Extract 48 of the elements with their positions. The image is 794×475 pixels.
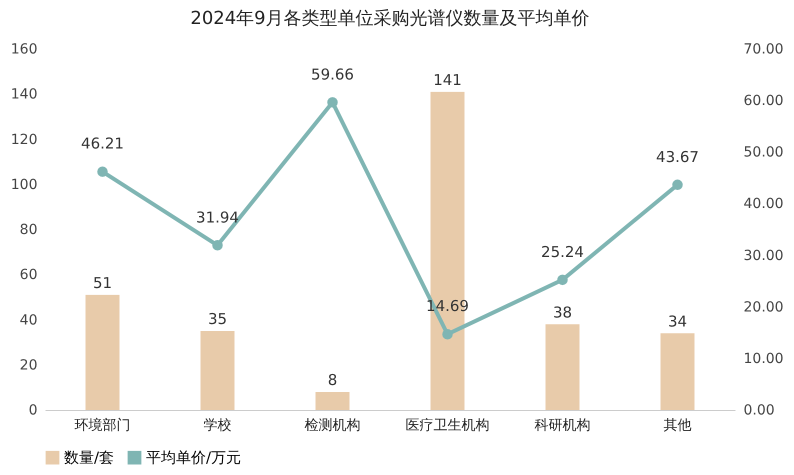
chart-title: 2024年9月各类型单位采购光谱仪数量及平均单价 — [190, 8, 590, 29]
point — [672, 180, 683, 190]
data-label: 38 — [552, 303, 572, 322]
y-tick-label: 40 — [20, 312, 38, 328]
data-label: 34 — [668, 312, 688, 330]
y-tick-label: 160 — [10, 42, 38, 58]
point — [212, 240, 223, 251]
data-label: 35 — [208, 310, 228, 328]
y2-tick-label: 20.00 — [744, 299, 784, 316]
bar — [546, 324, 580, 410]
y-tick-label: 140 — [10, 86, 38, 103]
y2-tick-label: 30.00 — [744, 248, 784, 264]
point — [327, 97, 338, 108]
x-tick-label: 环境部门 — [74, 418, 130, 434]
y-tick-label: 80 — [20, 222, 38, 238]
legend-label: 数量/套 — [64, 448, 114, 467]
y2-tick-label: 0.00 — [744, 402, 775, 418]
point — [442, 329, 453, 340]
data-label: 31.94 — [196, 208, 239, 226]
y2-tick-label: 70.00 — [744, 42, 784, 58]
x-tick-label: 医疗卫生机构 — [406, 418, 490, 434]
data-label: 8 — [328, 370, 338, 389]
data-label: 46.21 — [81, 134, 124, 153]
y2-tick-label: 50.00 — [744, 144, 784, 161]
data-label: 25.24 — [541, 242, 584, 261]
y-tick-label: 20 — [20, 357, 38, 374]
data-label: 141 — [433, 70, 462, 89]
bar — [200, 331, 234, 410]
x-tick-label: 检测机构 — [304, 418, 360, 434]
bar — [316, 392, 350, 410]
bar — [660, 333, 694, 410]
y2-tick-label: 40.00 — [744, 196, 784, 212]
y-tick-label: 0 — [28, 402, 38, 418]
x-tick-label: 其他 — [664, 418, 692, 434]
y-tick-label: 120 — [10, 132, 38, 148]
y-tick-label: 100 — [10, 176, 38, 193]
data-label: 59.66 — [311, 65, 354, 84]
legend-label: 平均单价/万元 — [146, 448, 242, 467]
y2-tick-label: 10.00 — [744, 350, 784, 367]
point — [97, 166, 108, 177]
y2-tick-label: 60.00 — [744, 93, 784, 110]
point — [557, 274, 568, 286]
bar — [86, 294, 120, 410]
data-label: 43.67 — [656, 148, 699, 166]
data-label: 51 — [92, 274, 112, 292]
x-tick-label: 学校 — [204, 418, 232, 434]
x-tick-label: 科研机构 — [534, 418, 590, 434]
y-tick-label: 60 — [20, 267, 38, 284]
